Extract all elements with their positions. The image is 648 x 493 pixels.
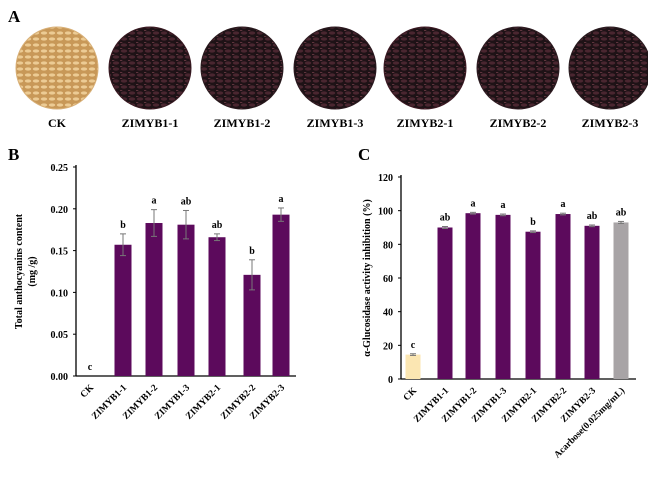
bar-ck: [405, 354, 421, 379]
seed-photo-zimyb1-3: [293, 26, 377, 110]
bar-acarbose(0.025mg/ml): [613, 222, 629, 379]
significance-letter: ab: [616, 207, 627, 218]
bar-zimyb2-1: [208, 237, 226, 376]
bar-zimyb2-3: [584, 225, 600, 379]
panel-a-photos: CK ZIMYB1-1 ZIMYB1-2 ZIMYB1-3 ZIMYB2-1 ZIMYB2…: [15, 26, 648, 130]
significance-letter: ab: [440, 212, 451, 223]
significance-letter: a: [561, 199, 566, 210]
significance-letter: b: [530, 217, 536, 228]
bar-zimyb1-1: [114, 244, 132, 376]
sample-label: ZIMYB1-1: [122, 116, 179, 130]
panel-label: B: [8, 145, 19, 164]
y-tick-label: 80: [383, 240, 393, 251]
bar-zimyb1-2: [145, 223, 163, 376]
significance-letter: a: [471, 198, 476, 209]
significance-letter: b: [120, 220, 126, 231]
seed-photo-zimyb2-2: [476, 26, 560, 110]
significance-letter: c: [88, 362, 93, 373]
sample-label: ZIMYB2-1: [397, 116, 454, 130]
significance-letter: b: [249, 246, 255, 257]
bar-zimyb2-1: [525, 231, 541, 379]
y-tick-label: 40: [383, 308, 393, 319]
panel-label: C: [358, 145, 370, 164]
sample-label: ZIMYB2-3: [582, 116, 639, 130]
significance-letter: a: [501, 200, 506, 211]
bar-zimyb1-1: [437, 227, 453, 379]
panel-a-label: A: [8, 7, 21, 26]
bar-zimyb2-2: [243, 274, 261, 376]
y-axis-label-unit: (mg /g): [27, 256, 38, 286]
y-tick-label: 0: [388, 375, 393, 386]
significance-letter: ab: [181, 196, 192, 207]
chart-c: C 0 20 40 60 80 100 120 α-Glucosidase activity i…: [358, 145, 636, 460]
sample-label: ZIMYB2-2: [490, 116, 547, 130]
significance-letter: ab: [587, 211, 598, 222]
seed-photo-zimyb2-3: [568, 26, 648, 110]
sample-label: CK: [48, 116, 67, 130]
y-tick-label: 0.15: [51, 247, 69, 258]
y-tick-label: 0.05: [51, 330, 69, 341]
bar-zimyb1-2: [465, 213, 481, 379]
y-axis-label: α-Glucosidase activity inhibition (%): [362, 199, 373, 357]
y-tick-label: 60: [383, 274, 393, 285]
bar-zimyb2-3: [272, 214, 290, 376]
significance-letter: a: [279, 194, 284, 205]
sample-label: ZIMYB1-3: [307, 116, 364, 130]
sample-label: ZIMYB1-2: [214, 116, 271, 130]
seed-photo-ck: [15, 26, 99, 110]
bar-zimyb1-3: [177, 224, 195, 376]
y-tick-label: 0.10: [51, 288, 69, 299]
y-tick-label: 120: [378, 173, 393, 184]
y-tick-label: 20: [383, 341, 393, 352]
bar-zimyb1-3: [495, 214, 511, 379]
y-axis-label: Total anthocyanins content: [14, 213, 25, 329]
seed-photo-zimyb1-2: [200, 26, 284, 110]
significance-letter: ab: [212, 220, 223, 231]
chart-b: B 0.00 0.05 0.10 0.15 0.20 0.25 Total anthocyan…: [8, 145, 296, 422]
y-tick-label: 0.25: [51, 163, 69, 174]
y-tick-label: 0.20: [51, 205, 69, 216]
y-tick-label: 100: [378, 207, 393, 218]
y-tick-label: 0.00: [51, 372, 69, 383]
seed-photo-zimyb2-1: [383, 26, 467, 110]
x-tick-label: CK: [79, 383, 97, 401]
bar-zimyb2-2: [555, 214, 571, 379]
significance-letter: c: [411, 340, 416, 351]
seed-photo-zimyb1-1: [108, 26, 192, 110]
x-tick-label: CK: [402, 386, 420, 404]
significance-letter: a: [152, 196, 157, 207]
